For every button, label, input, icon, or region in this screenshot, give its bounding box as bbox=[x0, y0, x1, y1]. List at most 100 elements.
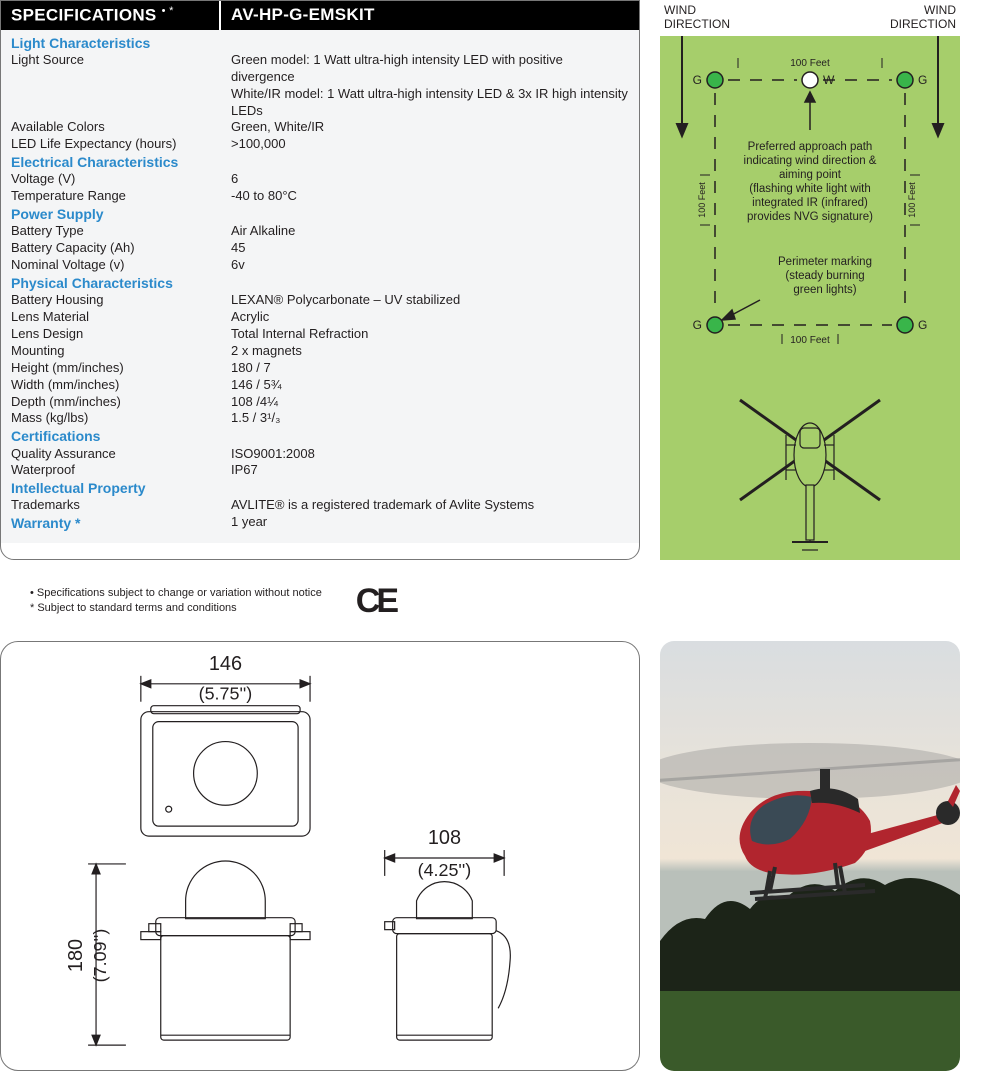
spec-row: Battery Capacity (Ah)45 bbox=[1, 240, 639, 257]
spec-value: Green model: 1 Watt ultra-high intensity… bbox=[221, 52, 639, 86]
section-title-row: Light Characteristics bbox=[1, 34, 639, 52]
spec-label: Battery Housing bbox=[1, 292, 221, 309]
width-mm: 146 bbox=[209, 653, 242, 675]
height-in: (7.09'') bbox=[90, 929, 110, 983]
svg-text:G: G bbox=[693, 318, 702, 332]
spec-row: Nominal Voltage (v)6v bbox=[1, 257, 639, 274]
spec-value: >100,000 bbox=[221, 136, 639, 153]
section-title-row: Physical Characteristics bbox=[1, 274, 639, 292]
note-2: * Subject to standard terms and conditio… bbox=[30, 601, 640, 616]
spec-label: Lens Design bbox=[1, 326, 221, 343]
section-title-row: Warranty *1 year bbox=[1, 514, 639, 532]
spec-row: Temperature Range-40 to 80°C bbox=[1, 188, 639, 205]
spec-row: Height (mm/inches)180 / 7 bbox=[1, 360, 639, 377]
spec-label: Nominal Voltage (v) bbox=[1, 257, 221, 274]
spec-header-sup: • * bbox=[162, 5, 174, 17]
spec-row: Mounting2 x magnets bbox=[1, 343, 639, 360]
width-in: (5.75'') bbox=[199, 684, 253, 704]
spec-label: Temperature Range bbox=[1, 188, 221, 205]
spec-value: ISO9001:2008 bbox=[221, 446, 639, 463]
spec-label: Mass (kg/lbs) bbox=[1, 410, 221, 427]
section-title-row: Power Supply bbox=[1, 205, 639, 223]
spec-row: Quality AssuranceISO9001:2008 bbox=[1, 446, 639, 463]
section-title-row: Certifications bbox=[1, 427, 639, 445]
spec-value: Green, White/IR bbox=[221, 119, 639, 136]
spec-label: Height (mm/inches) bbox=[1, 360, 221, 377]
spec-row: Voltage (V)6 bbox=[1, 171, 639, 188]
wind-label-left-2: DIRECTION bbox=[664, 17, 730, 31]
depth-in: (4.25'') bbox=[418, 860, 472, 880]
ce-mark-icon: CE bbox=[356, 578, 395, 626]
landing-diagram-svg: WIND DIRECTION WIND DIRECTION 100 Feet G bbox=[660, 0, 960, 560]
spec-label: Width (mm/inches) bbox=[1, 377, 221, 394]
section-inline-value bbox=[221, 205, 639, 223]
spec-label: Light Source bbox=[1, 52, 221, 86]
note-1: • Specifications subject to change or va… bbox=[30, 586, 640, 601]
spec-value: 146 / 5¾ bbox=[221, 377, 639, 394]
svg-text:G: G bbox=[918, 73, 927, 87]
spec-value: White/IR model: 1 Watt ultra-high intens… bbox=[221, 86, 639, 120]
spec-value: 2 x magnets bbox=[221, 343, 639, 360]
spec-value: AVLITE® is a registered trademark of Avl… bbox=[221, 497, 639, 514]
spec-label: Battery Type bbox=[1, 223, 221, 240]
spec-label: Voltage (V) bbox=[1, 171, 221, 188]
svg-text:G: G bbox=[693, 73, 702, 87]
spec-row: Available ColorsGreen, White/IR bbox=[1, 119, 639, 136]
spec-value: Air Alkaline bbox=[221, 223, 639, 240]
spec-value: 108 /4¼ bbox=[221, 394, 639, 411]
spec-row: Depth (mm/inches)108 /4¼ bbox=[1, 394, 639, 411]
section-title-row: Intellectual Property bbox=[1, 479, 639, 497]
section-inline-value bbox=[221, 479, 639, 497]
spec-label: LED Life Expectancy (hours) bbox=[1, 136, 221, 153]
svg-text:G: G bbox=[918, 318, 927, 332]
spec-row: Battery HousingLEXAN® Polycarbonate – UV… bbox=[1, 292, 639, 309]
spec-body: Light CharacteristicsLight SourceGreen m… bbox=[1, 30, 639, 543]
spec-row: LED Life Expectancy (hours)>100,000 bbox=[1, 136, 639, 153]
landing-diagram: WIND DIRECTION WIND DIRECTION 100 Feet G bbox=[660, 0, 960, 560]
section-inline-value bbox=[221, 153, 639, 171]
spec-row: Lens MaterialAcrylic bbox=[1, 309, 639, 326]
spec-row: Light SourceGreen model: 1 Watt ultra-hi… bbox=[1, 52, 639, 86]
spec-row: White/IR model: 1 Watt ultra-high intens… bbox=[1, 86, 639, 120]
section-title: Physical Characteristics bbox=[1, 274, 221, 292]
dist-top: 100 Feet bbox=[790, 58, 830, 69]
section-title: Warranty * bbox=[1, 514, 221, 532]
dist-left: 100 Feet bbox=[697, 182, 707, 218]
spec-value: 180 / 7 bbox=[221, 360, 639, 377]
spec-value: LEXAN® Polycarbonate – UV stabilized bbox=[221, 292, 639, 309]
spec-label: Quality Assurance bbox=[1, 446, 221, 463]
photo-panel bbox=[660, 641, 960, 1071]
spec-row: WaterproofIP67 bbox=[1, 462, 639, 479]
wind-label-right-2: DIRECTION bbox=[890, 17, 956, 31]
spec-value: -40 to 80°C bbox=[221, 188, 639, 205]
section-inline-value bbox=[221, 427, 639, 445]
tech-drawing-panel: 146 (5.75'') bbox=[0, 641, 640, 1071]
spec-value: Total Internal Refraction bbox=[221, 326, 639, 343]
section-title: Intellectual Property bbox=[1, 479, 221, 497]
spec-row: Mass (kg/lbs)1.5 / 3¹/₃ bbox=[1, 410, 639, 427]
notes: • Specifications subject to change or va… bbox=[0, 580, 640, 617]
spec-value: 45 bbox=[221, 240, 639, 257]
dist-right: 100 Feet bbox=[907, 182, 917, 218]
section-title: Electrical Characteristics bbox=[1, 153, 221, 171]
spec-header-left: SPECIFICATIONS bbox=[11, 6, 157, 25]
spec-label: Battery Capacity (Ah) bbox=[1, 240, 221, 257]
spec-value: 1.5 / 3¹/₃ bbox=[221, 410, 639, 427]
height-mm: 180 bbox=[65, 939, 87, 972]
spec-value: Acrylic bbox=[221, 309, 639, 326]
section-title: Certifications bbox=[1, 427, 221, 445]
spec-panel: SPECIFICATIONS • * AV-HP-G-EMSKIT Light … bbox=[0, 0, 640, 560]
spec-row: Battery TypeAir Alkaline bbox=[1, 223, 639, 240]
spec-label: Waterproof bbox=[1, 462, 221, 479]
spec-value: 6v bbox=[221, 257, 639, 274]
spec-label: Mounting bbox=[1, 343, 221, 360]
section-title-row: Electrical Characteristics bbox=[1, 153, 639, 171]
section-title: Power Supply bbox=[1, 205, 221, 223]
dist-bottom: 100 Feet bbox=[790, 335, 830, 346]
section-inline-value: 1 year bbox=[221, 514, 639, 532]
section-title: Light Characteristics bbox=[1, 34, 221, 52]
depth-mm: 108 bbox=[428, 827, 461, 849]
section-inline-value bbox=[221, 34, 639, 52]
helicopter-photo bbox=[660, 641, 960, 1071]
wind-label-left: WIND bbox=[664, 3, 696, 17]
